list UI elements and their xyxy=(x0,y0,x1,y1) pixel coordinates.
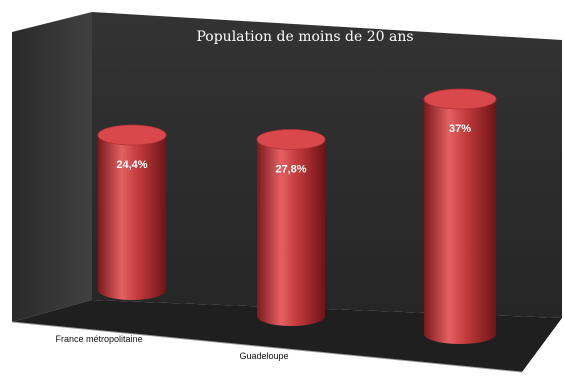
value-label-2: 37% xyxy=(449,123,471,135)
bar-1: 27,8% xyxy=(256,129,326,326)
bar-0: 24,4% xyxy=(97,124,167,300)
category-label-0: France métropolitaine xyxy=(55,334,142,344)
chart-title: Population de moins de 20 ans xyxy=(196,29,413,45)
bar-body-1 xyxy=(257,139,325,326)
bar-top-1 xyxy=(256,129,326,150)
bar-2: 37% xyxy=(423,88,497,344)
chart-floor-edge xyxy=(11,321,523,373)
bars-group: 24,4% 27,8% 37% xyxy=(97,88,497,344)
value-label-0: 24,4% xyxy=(116,159,147,171)
bar-body-2 xyxy=(424,99,496,344)
category-label-1: Guadeloupe xyxy=(239,351,288,361)
value-label-1: 27,8% xyxy=(275,163,306,175)
bar-top-2 xyxy=(423,88,497,110)
bar-top-0 xyxy=(97,124,167,146)
chart-side-wall xyxy=(12,12,92,322)
bar-body-0 xyxy=(98,135,166,300)
